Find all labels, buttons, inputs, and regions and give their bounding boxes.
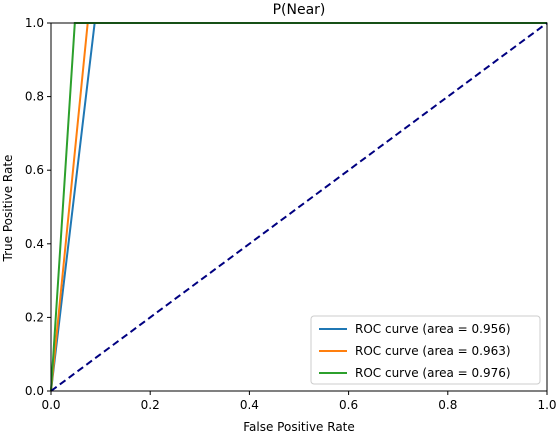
- x-tick-label: 0.4: [240, 398, 259, 412]
- y-tick-label: 0.0: [25, 384, 44, 398]
- y-tick-label: 0.8: [25, 90, 44, 104]
- y-tick-label: 1.0: [25, 16, 44, 30]
- diagonal-reference-line: [50, 22, 548, 392]
- y-tick-label: 0.2: [25, 310, 44, 324]
- y-axis-title: True Positive Rate: [1, 155, 15, 263]
- x-tick-label: 1.0: [537, 398, 556, 412]
- legend-box: [310, 315, 541, 385]
- y-tick-label: 0.4: [25, 237, 44, 251]
- chart-title: P(Near): [273, 2, 326, 18]
- y-tick-label: 0.6: [25, 163, 44, 177]
- x-tick-label: 0.8: [438, 398, 457, 412]
- legend: ROC curve (area = 0.956) ROC curve (area …: [310, 315, 541, 385]
- legend-label: ROC curve (area = 0.963): [355, 344, 511, 358]
- x-axis-title: False Positive Rate: [243, 420, 355, 432]
- x-tick-label: 0.0: [41, 398, 60, 412]
- legend-label: ROC curve (area = 0.976): [355, 366, 511, 380]
- x-tick-label: 0.6: [339, 398, 358, 412]
- axis-ticks: 0.0 0.2 0.4 0.6 0.8 1.0 0.0 0.2 0.4 0.6 0.8 1.0: [25, 16, 557, 412]
- legend-label: ROC curve (area = 0.956): [355, 322, 511, 336]
- plot-frame: [50, 22, 548, 392]
- x-tick-label: 0.2: [141, 398, 160, 412]
